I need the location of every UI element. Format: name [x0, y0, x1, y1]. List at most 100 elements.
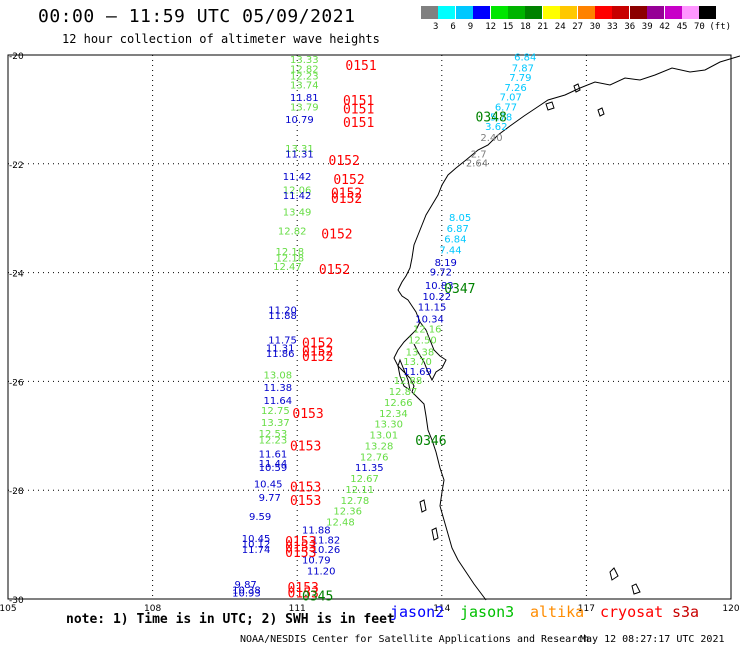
scale-label: 12 — [485, 22, 497, 32]
shark-bay-peninsula — [413, 321, 447, 382]
wave-height-label: 7.79 — [509, 73, 531, 84]
pass-id-labels: 0151015101510151015201520152015201520152… — [285, 59, 507, 604]
scale-swatch — [455, 6, 473, 19]
scale-swatch — [508, 6, 525, 19]
scale-swatch — [490, 6, 508, 19]
wave-height-label: 10.34 — [415, 315, 444, 326]
wave-height-label: 11.69 — [403, 367, 432, 378]
pass-label: 0152 — [331, 187, 362, 202]
wave-height-label: 12.48 — [326, 518, 355, 529]
pass-label: 0153 — [290, 440, 321, 455]
wave-height-label: 11.44 — [259, 459, 288, 470]
wave-height-label: 6.77 — [495, 102, 517, 113]
legend-s3a: s3a — [672, 603, 700, 621]
island-6 — [609, 567, 619, 581]
wave-height-label: 10.93 — [232, 588, 261, 599]
wave-height-label: 3.62 — [485, 122, 507, 133]
scale-swatch — [560, 6, 578, 19]
scale-swatch — [421, 6, 438, 19]
scale-label: 30 — [589, 22, 601, 32]
wave-height-label: 11.35 — [355, 463, 384, 474]
wave-height-label: 12.34 — [379, 409, 408, 420]
lat-tick-label: -20 — [9, 52, 24, 62]
lat-tick-label: -30 — [9, 596, 24, 606]
wave-height-label: 11.82 — [312, 536, 341, 547]
scale-label: 15 — [502, 22, 514, 32]
map-frame — [7, 54, 732, 600]
wave-height-label: 9.59 — [249, 512, 271, 523]
wave-height-label: 12.76 — [360, 452, 389, 463]
wave-height-label: 12.66 — [384, 398, 413, 409]
pass-label: 0153 — [285, 546, 316, 561]
note-text: note: 1) Time is in UTC; 2) SWH is in fe… — [66, 612, 395, 627]
wave-height-label: 11.75 — [268, 335, 297, 346]
scale-label: 45 — [676, 22, 688, 32]
wave-height-label: 10.79 — [285, 115, 314, 126]
wave-height-label: 6.84 — [514, 52, 536, 63]
wave-height-label: 7.07 — [500, 93, 522, 104]
scale-swatch — [542, 6, 560, 19]
pass-label: 0348 — [476, 111, 507, 126]
pass-label: 0345 — [302, 589, 333, 604]
footer-credit: NOAA/NESDIS Center for Satellite Applica… — [240, 634, 590, 645]
wave-height-label: 13.08 — [263, 371, 292, 382]
wave-height-label: 12.23 — [259, 435, 288, 446]
wave-height-label: 11.64 — [263, 396, 292, 407]
scale-swatch — [682, 6, 699, 19]
pass-label: 0153 — [285, 535, 316, 550]
pass-label: 0346 — [415, 434, 446, 449]
wave-height-label: 12.18 — [276, 254, 305, 265]
pass-label: 0151 — [343, 102, 374, 117]
wave-height-label: 2.64 — [466, 159, 488, 170]
pass-label: 0151 — [345, 59, 376, 74]
scale-label: 18 — [520, 22, 531, 32]
lon-tick-label: 120 — [722, 604, 739, 614]
scale-label: 9 — [467, 22, 474, 32]
wave-height-label: 2.40 — [480, 133, 502, 144]
footer-timestamp: May 12 08:27:17 UTC 2021 — [580, 634, 725, 645]
lon-tick-label: 111 — [289, 604, 306, 614]
wave-height-label: 10.45 — [242, 534, 271, 545]
wave-height-label: 6.84 — [444, 235, 466, 246]
lon-tick-label: 117 — [578, 604, 595, 614]
pass-label: 0153 — [290, 494, 321, 509]
island-1 — [573, 83, 581, 93]
pass-label: 0152 — [331, 192, 362, 207]
wave-height-label: 7.26 — [504, 83, 526, 94]
wave-height-label: 2.7 — [471, 149, 487, 160]
scale-label: 36 — [624, 22, 636, 32]
wave-height-values: 6.847.877.797.267.076.775.783.622.402.72… — [232, 52, 536, 599]
wave-height-label: 10.12 — [242, 539, 271, 550]
wave-height-label: 9.87 — [235, 580, 257, 591]
wave-height-label: 11.31 — [266, 343, 295, 354]
wave-height-label: 11.42 — [283, 172, 312, 183]
legend-altika: altika — [530, 603, 585, 621]
scale-swatch — [525, 6, 543, 19]
pass-label: 0152 — [302, 350, 333, 365]
scale-swatch — [473, 6, 491, 19]
pass-label: 0153 — [292, 407, 323, 422]
wave-height-label: 8.19 — [435, 258, 457, 269]
scale-label: 42 — [659, 22, 671, 32]
scale-swatch — [647, 6, 665, 19]
scale-label: 24 — [554, 22, 566, 32]
wave-height-label: 9.72 — [430, 267, 452, 278]
pass-label: 0153 — [288, 587, 319, 602]
wave-height-label: 11.88 — [302, 526, 331, 537]
wave-height-label: 11.81 — [290, 93, 319, 104]
wave-height-label: 13.70 — [403, 357, 432, 368]
wave-height-label: 13.31 — [285, 144, 314, 155]
wave-height-label: 12.16 — [413, 324, 442, 335]
pass-label: 0151 — [343, 116, 374, 131]
pass-label: 0151 — [343, 94, 374, 109]
wave-height-label: 13.30 — [374, 420, 403, 431]
wave-height-label: 12.47 — [273, 262, 302, 273]
pass-label: 0152 — [333, 173, 364, 188]
pass-label: 0152 — [302, 344, 333, 359]
wave-height-label: 12.53 — [259, 429, 288, 440]
pass-label: 0152 — [329, 154, 360, 169]
wave-height-label: 11.20 — [307, 567, 336, 578]
wave-height-label: 12.18 — [276, 247, 305, 258]
lat-lon-grid — [8, 55, 731, 599]
